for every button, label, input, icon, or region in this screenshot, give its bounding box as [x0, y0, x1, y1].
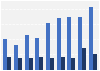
Bar: [61, 58, 65, 70]
Bar: [14, 45, 18, 70]
Bar: [7, 57, 11, 70]
Bar: [50, 58, 54, 70]
Bar: [67, 17, 71, 70]
Bar: [35, 38, 39, 70]
Bar: [29, 58, 33, 70]
Bar: [39, 58, 43, 70]
Bar: [18, 58, 22, 70]
Bar: [93, 54, 97, 70]
Bar: [57, 18, 61, 70]
Bar: [71, 58, 75, 70]
Bar: [46, 23, 50, 70]
Bar: [3, 39, 7, 70]
Bar: [78, 17, 82, 70]
Bar: [82, 48, 86, 70]
Bar: [89, 7, 93, 70]
Bar: [25, 35, 29, 70]
